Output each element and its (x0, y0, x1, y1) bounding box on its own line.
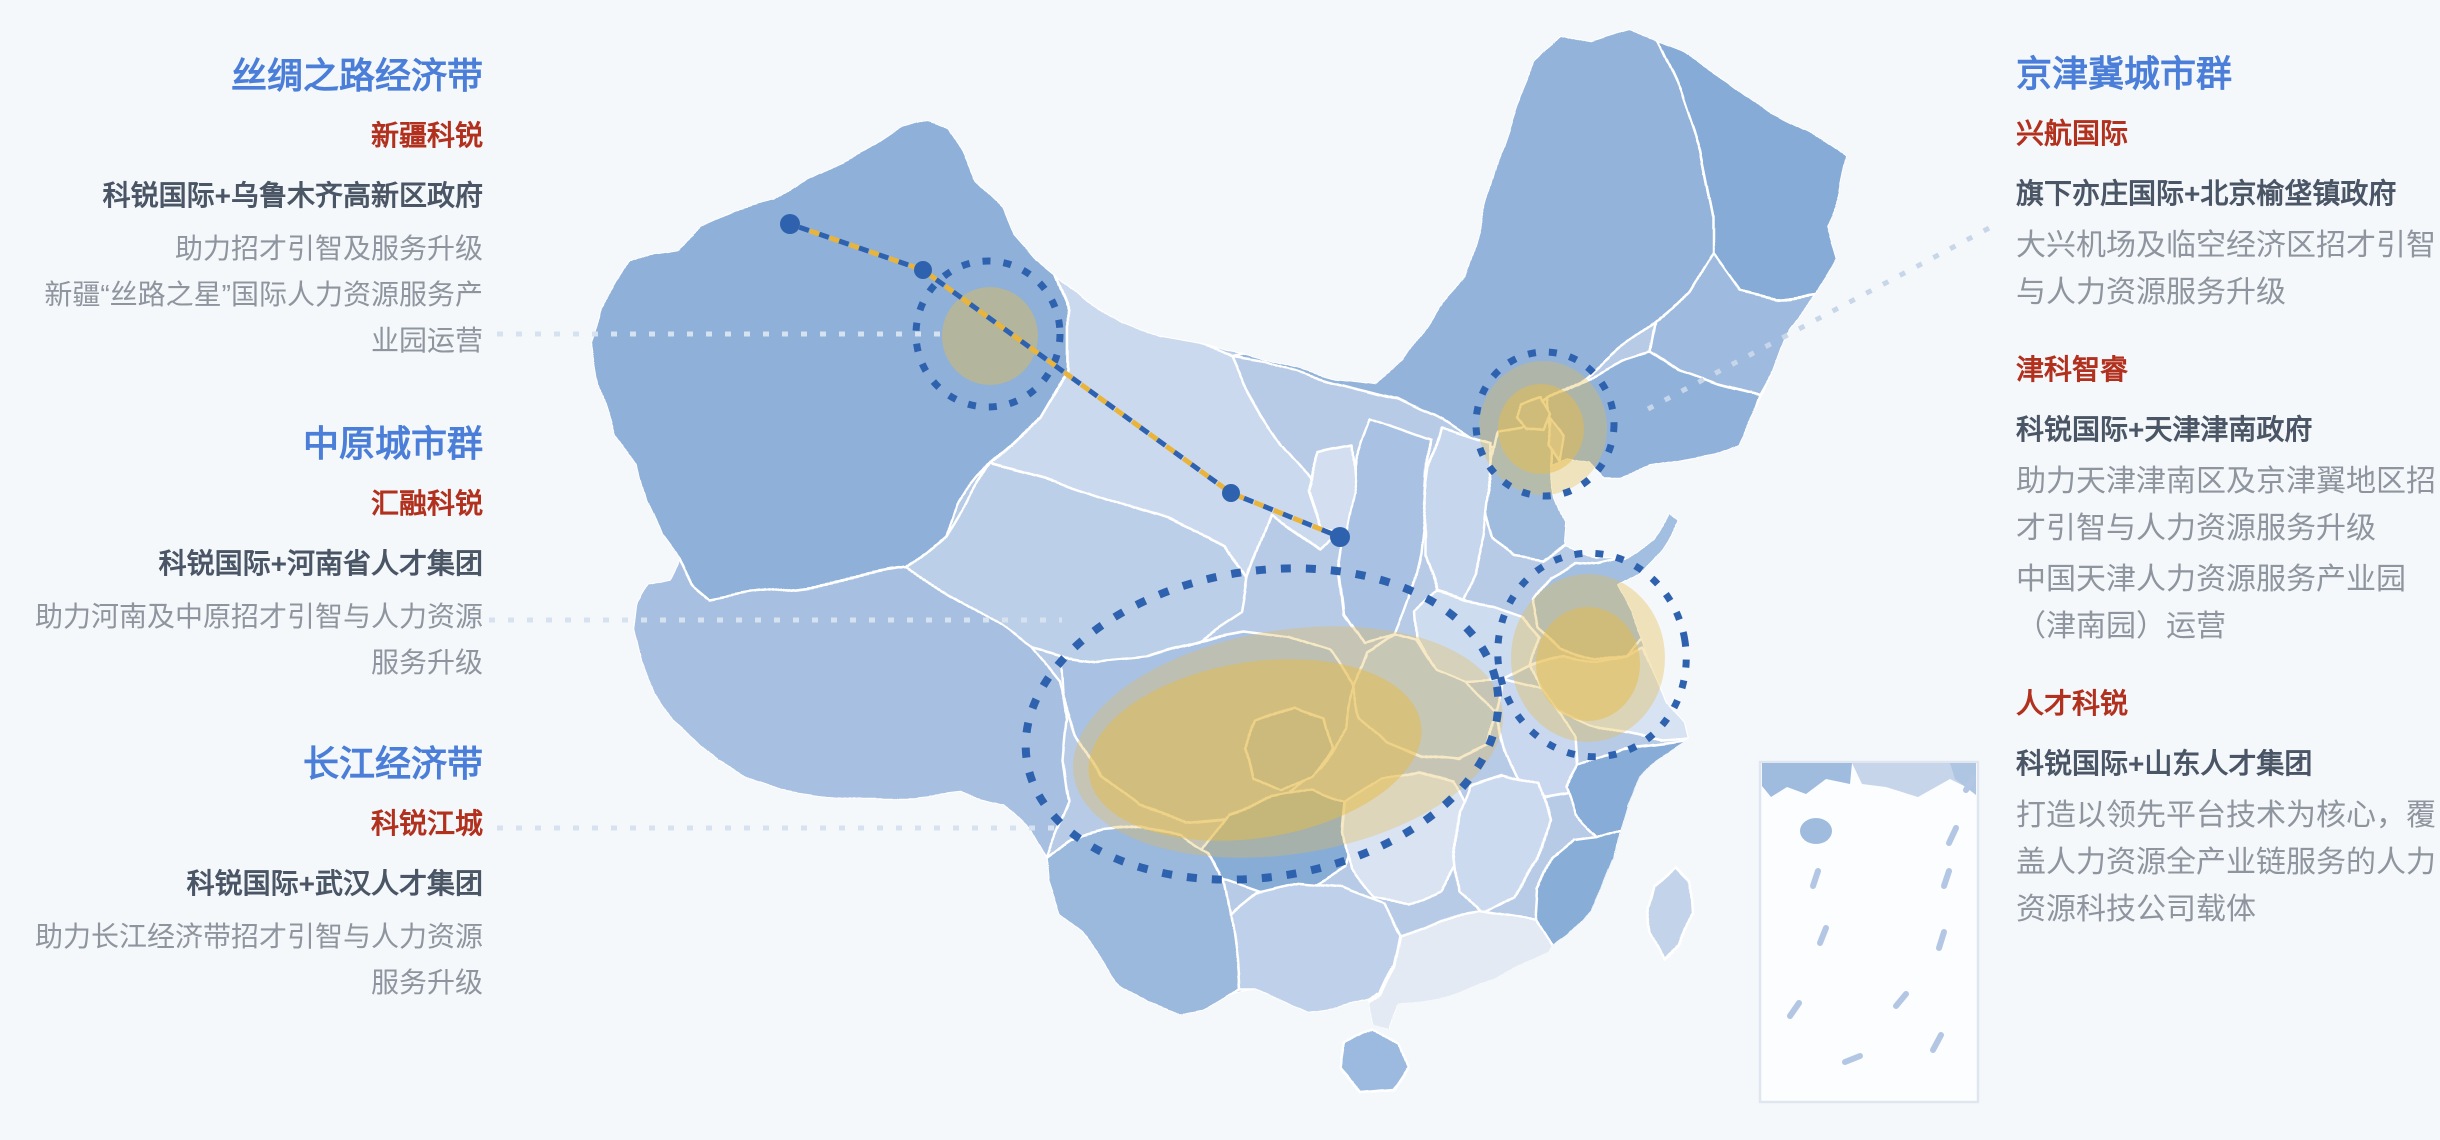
mainland-provinces (590, 31, 1848, 1028)
partnership-line: 旗下亦庄国际+北京榆垡镇政府 (2016, 178, 2397, 209)
partner-name: 人才科锐 (2016, 688, 2129, 719)
region-title: 丝绸之路经济带 (230, 55, 483, 96)
partnership-line: 科锐国际+武汉人才集团 (186, 868, 483, 899)
partnership-line: 科锐国际+天津津南政府 (2016, 414, 2313, 445)
leader-jingjinji (1646, 223, 1995, 412)
partner-entry: 兴航国际 旗下亦庄国际+北京榆垡镇政府 大兴机场及临空经济区招才引智与人力资源服… (2016, 116, 2440, 316)
partner-entry: 津科智睿 科锐国际+天津津南政府 助力天津津南区及京津翼地区招才引智与人力资源服… (2016, 352, 2440, 650)
nine-dash-line (1787, 775, 1976, 1065)
partner-entry: 人才科锐 科锐国际+山东人才集团 打造以领先平台技术为核心，覆盖人力资源全产业链… (2016, 686, 2440, 933)
description-line: 助力天津津南区及京津翼地区招才引智与人力资源服务升级 (2016, 465, 2436, 545)
silk-road-route (780, 214, 1350, 547)
ring-xinjiang (912, 257, 1064, 411)
partner-name: 科锐江城 (370, 808, 483, 839)
region-title: 中原城市群 (302, 423, 483, 464)
panel-zhongyuan: 中原城市群 汇融科锐 科锐国际+河南省人才集团 助力河南及中原招才引智与人力资源… (33, 424, 483, 686)
south-china-sea-inset (1758, 760, 1980, 1104)
highlight-shandong-inner (1536, 607, 1640, 721)
partner-name: 汇融科锐 (370, 488, 483, 519)
description: 助力招才引智及服务升级 新疆“丝路之星”国际人力资源服务产业园运营 (33, 226, 483, 364)
partner-name: 兴航国际 (2016, 118, 2129, 149)
panel-changjiang: 长江经济带 科锐江城 科锐国际+武汉人才集团 助力长江经济带招才引智与人力资源服… (33, 744, 483, 1006)
route-blue-dashes (789, 221, 1341, 540)
inset-coast-west (1762, 763, 1852, 797)
province (631, 558, 1072, 860)
hainan-island (1340, 1030, 1410, 1095)
description-line: 新疆“丝路之星”国际人力资源服务产业园运营 (44, 279, 483, 356)
description-line: 打造以领先平台技术为核心，覆盖人力资源全产业链服务的人力资源科技公司载体 (2016, 799, 2436, 926)
partnership-line: 科锐国际+乌鲁木齐高新区政府 (102, 180, 483, 211)
region-title: 京津冀城市群 (2016, 53, 2233, 94)
route-node (914, 261, 932, 279)
partnership-line: 科锐国际+河南省人才集团 (158, 548, 483, 579)
province (1230, 882, 1402, 1016)
dotted-rings (912, 257, 1690, 884)
province (1655, 38, 1848, 302)
route-node (780, 214, 800, 234)
province (1547, 348, 1762, 480)
route-node (1330, 527, 1350, 547)
province (1453, 772, 1550, 916)
partner-name: 新疆科锐 (370, 120, 483, 151)
description-line: 助力河南及中原招才引智与人力资源服务升级 (34, 601, 483, 678)
taiwan-island (1647, 864, 1694, 962)
highlight-yangtze-inner (1088, 659, 1422, 841)
ring-beijing (1472, 348, 1618, 500)
leader-lines (470, 223, 1995, 831)
inset-hainan (1800, 818, 1832, 844)
route-node (1222, 484, 1240, 502)
description: 打造以领先平台技术为核心，覆盖人力资源全产业链服务的人力资源科技公司载体 (2016, 792, 2440, 933)
ring-shandong (1494, 549, 1690, 761)
description: 助力河南及中原招才引智与人力资源服务升级 (33, 594, 483, 686)
description-line: 大兴机场及临空经济区招才引智与人力资源服务升级 (2016, 229, 2436, 309)
ring-yangtze (1021, 564, 1503, 884)
description: 大兴机场及临空经济区招才引智与人力资源服务升级 (2016, 222, 2440, 316)
partner-name: 津科智睿 (2016, 354, 2129, 385)
route-yellow-dashes (789, 221, 1341, 540)
highlight-zones (942, 287, 1665, 858)
highlight-xinjiang (942, 287, 1038, 385)
description: 助力长江经济带招才引智与人力资源服务升级 (33, 914, 483, 1006)
panel-jingjinji: 京津冀城市群 兴航国际 旗下亦庄国际+北京榆垡镇政府 大兴机场及临空经济区招才引… (2016, 54, 2440, 933)
region-title: 长江经济带 (302, 743, 483, 784)
description-line: 助力招才引智及服务升级 (174, 233, 483, 264)
islands (1340, 864, 1694, 1095)
description-line: 助力长江经济带招才引智与人力资源服务升级 (34, 921, 483, 998)
inset-coast-east (1852, 763, 1976, 797)
province (989, 273, 1344, 577)
highlight-beijing-inner (1498, 384, 1584, 474)
description-line: 中国天津人力资源服务产业园（津南园）运营 (2016, 563, 2406, 643)
description: 助力天津津南区及京津翼地区招才引智与人力资源服务升级 中国天津人力资源服务产业园… (2016, 458, 2440, 650)
panel-silk-road: 丝绸之路经济带 新疆科锐 科锐国际+乌鲁木齐高新区政府 助力招才引智及服务升级 … (33, 56, 483, 364)
partnership-line: 科锐国际+山东人才集团 (2016, 748, 2313, 779)
